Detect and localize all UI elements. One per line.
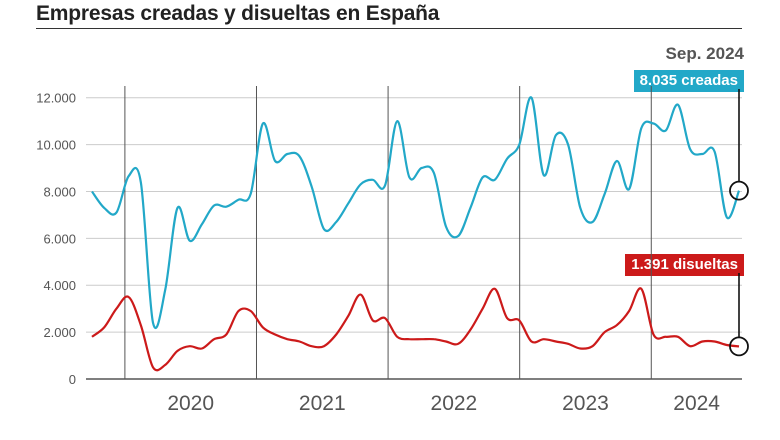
- dissolved-callout: 1.391 disueltas: [625, 254, 744, 276]
- y-tick-label: 0: [69, 372, 76, 387]
- x-tick-label: 2022: [431, 392, 478, 415]
- chart-title: Empresas creadas y disueltas en España: [36, 2, 440, 25]
- title-divider: [36, 28, 742, 29]
- x-tick-label: 2024: [673, 392, 720, 415]
- y-tick-label: 12.000: [36, 91, 76, 106]
- y-tick-label: 10.000: [36, 138, 76, 153]
- y-tick-label: 2.000: [43, 325, 76, 340]
- x-tick-label: 2020: [167, 392, 214, 415]
- x-tick-label: 2021: [299, 392, 346, 415]
- y-tick-label: 8.000: [43, 184, 76, 199]
- x-tick-label: 2023: [562, 392, 609, 415]
- dissolved-last-point-marker: [729, 336, 749, 357]
- created-callout: 8.035 creadas: [633, 70, 744, 92]
- created-series-line: [91, 96, 741, 330]
- y-tick-label: 4.000: [43, 278, 76, 293]
- created-last-point-marker: [729, 180, 749, 201]
- latest-date-label: Sep. 2024: [665, 44, 744, 63]
- y-tick-label: 6.000: [43, 231, 76, 246]
- dissolved-series-line: [91, 287, 740, 372]
